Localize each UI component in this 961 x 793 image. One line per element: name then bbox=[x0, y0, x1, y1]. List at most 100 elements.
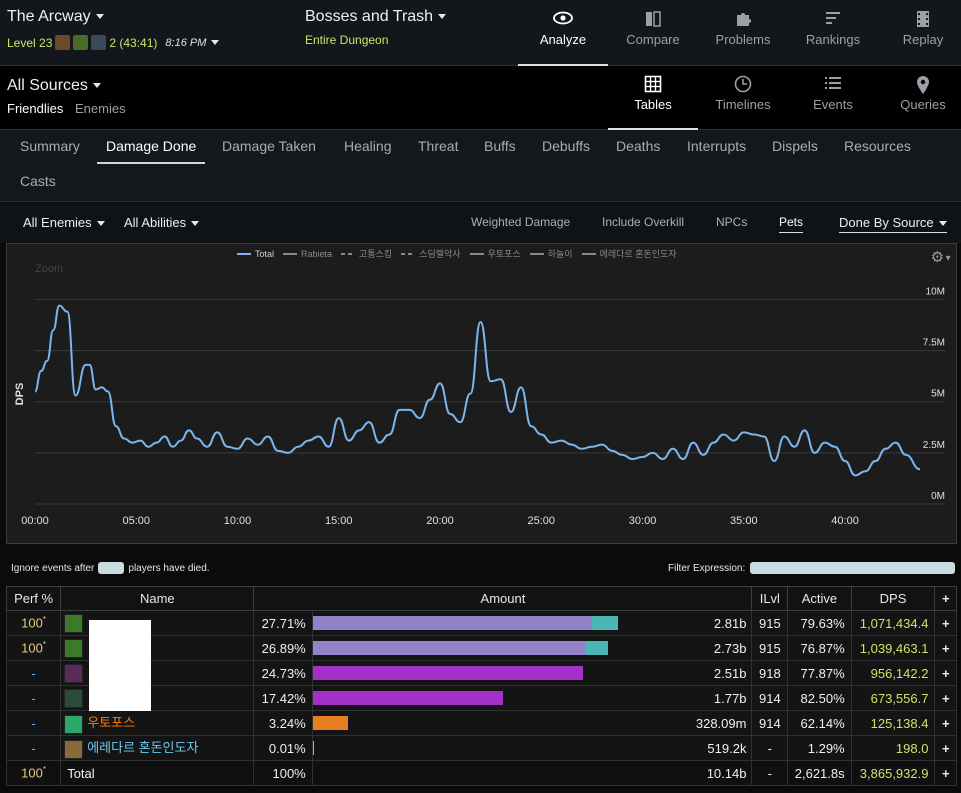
x-tick-label: 20:00 bbox=[426, 515, 454, 527]
time-dropdown[interactable]: 8:16 PM bbox=[165, 37, 220, 49]
tab-buffs[interactable]: Buffs bbox=[484, 138, 516, 154]
done-by-source-dropdown[interactable]: Done By Source bbox=[839, 215, 947, 233]
header-dps[interactable]: DPS bbox=[850, 586, 936, 611]
active-cell: 62.14% bbox=[787, 710, 852, 736]
name-cell[interactable]: 에레다르 혼돈인도자 bbox=[60, 735, 255, 761]
tab-summary[interactable]: Summary bbox=[20, 138, 80, 154]
top-header: The Arcway Level 23 2 (43:41) 8:16 PM Bo… bbox=[0, 0, 961, 66]
x-tick-label: 30:00 bbox=[629, 515, 657, 527]
fight-dropdown[interactable]: Bosses and Trash bbox=[305, 8, 447, 26]
legend-item[interactable]: Total bbox=[237, 247, 274, 260]
ilvl-cell: 915 bbox=[751, 610, 789, 636]
expand-button[interactable]: + bbox=[934, 610, 957, 636]
tab-debuffs[interactable]: Debuffs bbox=[542, 138, 590, 154]
x-tick-label: 25:00 bbox=[528, 515, 556, 527]
nav-replay[interactable]: Replay bbox=[878, 0, 961, 66]
pets-toggle[interactable]: Pets bbox=[779, 215, 804, 233]
legend-item[interactable]: 고통스킴 bbox=[341, 247, 392, 260]
amount-cell: 2.73b bbox=[311, 635, 753, 661]
table-row[interactable]: - 에레다르 혼돈인도자 0.01% 519.2k -1.29% 198.0 + bbox=[5, 735, 957, 761]
expand-button[interactable]: + bbox=[934, 735, 957, 761]
legend-item[interactable]: Rabieta bbox=[283, 247, 332, 260]
filter-expression-input[interactable] bbox=[750, 562, 956, 574]
expand-button[interactable]: + bbox=[934, 660, 957, 686]
tab-resources[interactable]: Resources bbox=[844, 138, 911, 154]
view-timelines[interactable]: Timelines bbox=[698, 66, 788, 130]
total-row: 100* Total 100% 10.14b -2,621.8s 3,865,932.9 + bbox=[5, 760, 957, 786]
chevron-down-icon bbox=[96, 221, 105, 227]
view-tables[interactable]: Tables bbox=[608, 66, 698, 130]
nav-problems[interactable]: Problems bbox=[698, 0, 788, 66]
enemies-filter[interactable]: All Enemies bbox=[23, 215, 105, 230]
name-cell[interactable]: 우토포스 bbox=[60, 710, 255, 736]
zone-dropdown[interactable]: The Arcway bbox=[7, 8, 104, 26]
chevron-down-icon bbox=[95, 14, 104, 20]
percent-cell: 27.71% bbox=[253, 610, 313, 636]
amount-bar-pet bbox=[592, 616, 618, 630]
legend-item[interactable]: 스딤렐악사 bbox=[401, 247, 461, 260]
deaths-count-input[interactable] bbox=[98, 562, 125, 574]
header-active[interactable]: Active bbox=[787, 586, 852, 611]
y-tick-label: 0M bbox=[931, 491, 945, 502]
percent-cell: 17.42% bbox=[253, 685, 313, 711]
expand-button[interactable]: + bbox=[934, 685, 957, 711]
compare-icon bbox=[608, 10, 698, 32]
tab-healing[interactable]: Healing bbox=[344, 138, 392, 154]
amount-bar-pet bbox=[585, 641, 609, 655]
ilvl-cell: 918 bbox=[751, 660, 789, 686]
nav-compare[interactable]: Compare bbox=[608, 0, 698, 66]
source-tabs: Friendlies Enemies bbox=[7, 101, 134, 116]
tab-enemies[interactable]: Enemies bbox=[74, 101, 126, 116]
header-amount[interactable]: Amount bbox=[253, 586, 753, 611]
amount-cell: 10.14b bbox=[311, 760, 753, 786]
abilities-filter[interactable]: All Abilities bbox=[124, 215, 200, 230]
source-bar: All Sources Friendlies Enemies Tables Ti… bbox=[0, 66, 961, 130]
report-tabs: Summary Damage Done Damage Taken Healing… bbox=[0, 130, 961, 202]
dps-cell: 125,138.4 bbox=[850, 710, 936, 736]
percent-cell: 26.89% bbox=[253, 635, 313, 661]
tab-damage-taken[interactable]: Damage Taken bbox=[222, 138, 316, 154]
amount-bar bbox=[312, 641, 586, 655]
sources-dropdown[interactable]: All Sources bbox=[7, 77, 101, 95]
legend-item[interactable]: 에레다르 혼돈인도자 bbox=[581, 247, 677, 260]
tab-friendlies[interactable]: Friendlies bbox=[7, 101, 64, 116]
expand-button[interactable]: + bbox=[934, 710, 957, 736]
x-tick-label: 35:00 bbox=[730, 515, 758, 527]
legend-item[interactable]: 하늘이 bbox=[529, 247, 573, 260]
tab-damage-done[interactable]: Damage Done bbox=[97, 138, 206, 164]
weighted-damage-toggle[interactable]: Weighted Damage bbox=[471, 215, 571, 229]
tab-deaths[interactable]: Deaths bbox=[616, 138, 661, 154]
gear-icon[interactable]: ⚙▼ bbox=[930, 249, 952, 266]
tab-interrupts[interactable]: Interrupts bbox=[687, 138, 747, 154]
chevron-down-icon bbox=[191, 221, 200, 227]
header-ilvl[interactable]: ILvl bbox=[751, 586, 789, 611]
expand-button[interactable]: + bbox=[934, 760, 957, 786]
nav-rankings[interactable]: Rankings bbox=[788, 0, 878, 66]
level-text: Level 23 bbox=[7, 35, 53, 50]
include-overkill-toggle[interactable]: Include Overkill bbox=[602, 215, 685, 229]
legend-item[interactable]: 우토포스 bbox=[469, 247, 521, 260]
header-name[interactable]: Name bbox=[60, 586, 255, 611]
rankings-icon bbox=[788, 10, 878, 32]
nav-analyze[interactable]: Analyze bbox=[518, 0, 608, 66]
y-tick-label: 10M bbox=[926, 286, 945, 297]
active-cell: 77.87% bbox=[787, 660, 852, 686]
npcs-toggle[interactable]: NPCs bbox=[716, 215, 748, 229]
add-column-button[interactable]: + bbox=[934, 586, 957, 611]
filter-row: All Enemies All Abilities Weighted Damag… bbox=[0, 203, 961, 243]
table-row[interactable]: - 24.73% 2.51b 918 77.87% 956,142.2 + bbox=[5, 660, 957, 686]
header-perf[interactable]: Perf % bbox=[5, 586, 62, 611]
view-queries[interactable]: Queries bbox=[878, 66, 961, 130]
table-row[interactable]: - 우토포스 3.24% 328.09m 914 62.14% 125,138.4 + bbox=[5, 710, 957, 736]
ilvl-cell: 914 bbox=[751, 710, 789, 736]
fight-subtitle: Entire Dungeon bbox=[305, 33, 389, 47]
view-events[interactable]: Events bbox=[788, 66, 878, 130]
tab-threat[interactable]: Threat bbox=[418, 138, 459, 154]
class-icon bbox=[64, 638, 84, 658]
amount-cell: 328.09m bbox=[311, 710, 753, 736]
tab-dispels[interactable]: Dispels bbox=[772, 138, 818, 154]
expand-button[interactable]: + bbox=[934, 635, 957, 661]
tab-casts[interactable]: Casts bbox=[20, 173, 56, 189]
y-tick-label: 2.5M bbox=[923, 440, 945, 451]
chevron-down-icon bbox=[92, 83, 101, 89]
